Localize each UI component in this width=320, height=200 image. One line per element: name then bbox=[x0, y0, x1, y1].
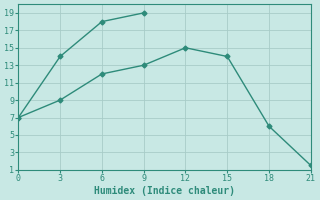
X-axis label: Humidex (Indice chaleur): Humidex (Indice chaleur) bbox=[94, 186, 235, 196]
